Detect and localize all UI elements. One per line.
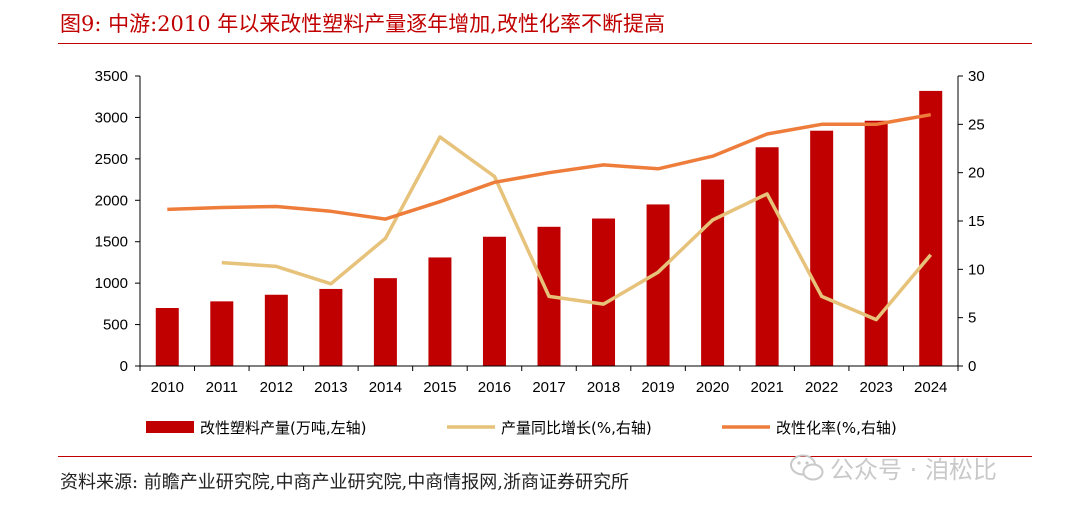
right-tick-label: 30	[968, 68, 985, 85]
left-tick-label: 2000	[95, 192, 128, 209]
left-tick-label: 1500	[95, 234, 128, 251]
bar-2011	[210, 301, 234, 366]
right-tick-label: 10	[968, 261, 985, 278]
x-tick-label: 2011	[206, 379, 238, 396]
x-tick-label: 2018	[587, 379, 620, 396]
chart-title: 图9: 中游:2010 年以来改性塑料产量逐年增加,改性化率不断提高	[60, 12, 665, 36]
right-tick-label: 15	[968, 213, 985, 230]
bar-2010	[155, 308, 179, 366]
left-tick-label: 3000	[95, 109, 128, 126]
bar-2015	[428, 257, 452, 366]
x-tick-label: 2021	[750, 379, 783, 396]
right-tick-label: 20	[968, 165, 985, 182]
x-tick-label: 2017	[532, 379, 565, 396]
left-tick-label: 0	[120, 358, 128, 375]
bar-2022	[810, 130, 834, 366]
legend-label-rate: 改性化率(%,右轴)	[776, 419, 897, 437]
left-tick-label: 3500	[95, 68, 128, 85]
x-tick-label: 2023	[860, 379, 893, 396]
yoy-line	[221, 135, 933, 322]
left-tick-label: 2500	[95, 151, 128, 168]
legend-swatch-output	[146, 421, 194, 433]
bar-2024	[919, 90, 943, 367]
x-tick-label: 2010	[151, 379, 184, 396]
legend-label-yoy: 产量同比增长(%,右轴)	[501, 419, 652, 437]
bar-2014	[373, 278, 397, 366]
x-tick-label: 2013	[314, 379, 347, 396]
bar-2018	[592, 218, 616, 366]
bar-2020	[701, 179, 725, 366]
x-tick-label: 2016	[478, 379, 511, 396]
left-tick-label: 500	[103, 317, 128, 334]
source-note: 资料来源: 前瞻产业研究院,中商产业研究院,中商情报网,浙商证券研究所	[60, 472, 629, 493]
watermark: 公众号 · 洎松比	[790, 450, 997, 485]
x-tick-label: 2014	[369, 379, 402, 396]
right-tick-label: 0	[968, 358, 976, 375]
x-tick-label: 2012	[260, 379, 293, 396]
title-divider	[58, 43, 1032, 44]
source-divider	[58, 456, 1032, 457]
x-tick-label: 2020	[696, 379, 729, 396]
bar-2019	[646, 204, 670, 366]
bar-2013	[319, 288, 343, 366]
bar-2021	[755, 147, 779, 366]
x-tick-label: 2024	[914, 379, 947, 396]
right-tick-label: 5	[968, 310, 976, 327]
bar-2023	[864, 120, 888, 366]
right-tick-label: 25	[968, 116, 985, 133]
x-tick-label: 2015	[423, 379, 456, 396]
bar-2012	[264, 294, 288, 366]
x-tick-label: 2019	[641, 379, 674, 396]
bar-2016	[482, 236, 506, 366]
x-tick-label: 2022	[805, 379, 838, 396]
legend-label-output: 改性塑料产量(万吨,左轴)	[200, 419, 366, 437]
left-tick-label: 1000	[95, 275, 128, 292]
wechat-icon	[790, 454, 824, 480]
watermark-text: 公众号 · 洎松比	[830, 456, 997, 484]
